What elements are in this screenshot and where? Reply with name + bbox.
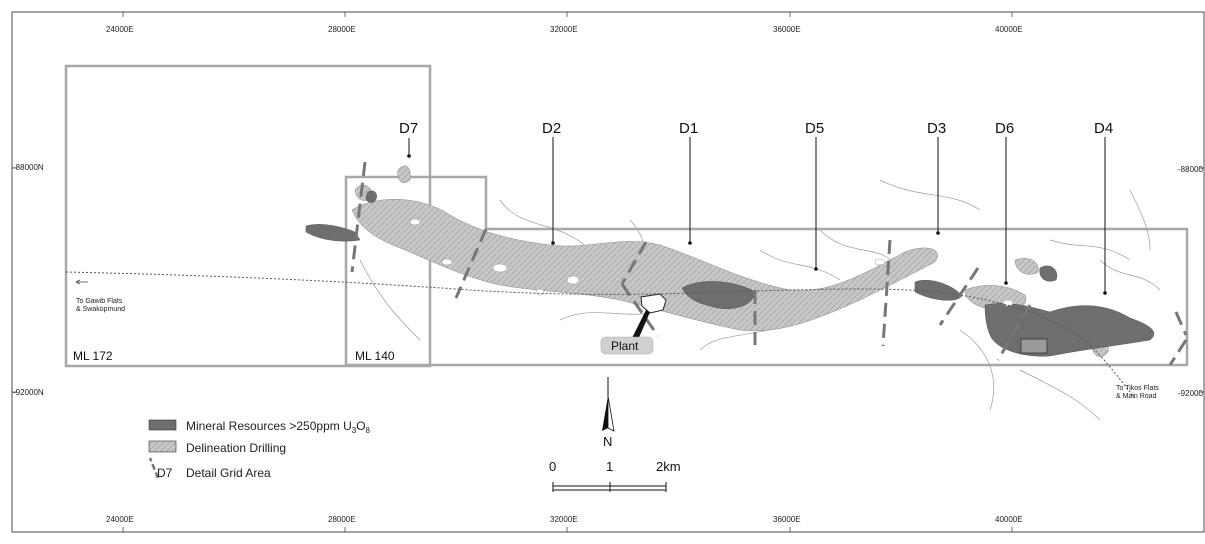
legend-label-delineation: Delineation Drilling — [186, 441, 286, 455]
legend-dash-icon — [148, 457, 160, 479]
northing-label-right: -88000 — [1178, 165, 1203, 174]
road-label-east: To Tikos Flats — [1116, 385, 1159, 392]
easting-label-top: 32000E — [550, 25, 578, 34]
road-label-west: To Gawib Flats — [76, 298, 123, 305]
deposit-label-d2: D2 — [542, 120, 561, 137]
easting-label-bottom: 28000E — [328, 515, 356, 524]
grid-ticks — [12, 12, 1204, 532]
easting-label-bottom: 36000E — [773, 515, 801, 524]
deposit-label-d1: D1 — [679, 120, 698, 137]
scale-label-end: 2km — [656, 459, 681, 474]
easting-label-bottom: 40000E — [995, 515, 1023, 524]
legend-label-mineral: Mineral Resources >250ppm U3O8 — [186, 419, 371, 435]
deposit-label-d3: D3 — [927, 120, 946, 137]
road-label-east: & Main Road — [1116, 393, 1157, 400]
licence-label-ml172: ML 172 — [73, 349, 113, 363]
scale-bar — [552, 482, 667, 492]
deposit-label-d6: D6 — [995, 120, 1014, 137]
road-label-west: & Swakopmund — [76, 306, 125, 313]
easting-label-top: 40000E — [995, 25, 1023, 34]
map-frame — [11, 11, 1205, 533]
easting-label-top: 24000E — [106, 25, 134, 34]
plant-label: Plant — [611, 339, 639, 353]
legend-detail-code: D7 — [157, 466, 173, 480]
deposit-label-d7: D7 — [399, 120, 418, 137]
north-arrow-icon — [602, 377, 615, 432]
barren-pods — [409, 218, 1014, 307]
licence-label-ml140: ML 140 — [355, 349, 395, 363]
detail-box — [1020, 338, 1048, 354]
plant-outline — [640, 293, 667, 314]
legend: Mineral Resources >250ppm U3O8 Delineati… — [148, 419, 371, 480]
northing-label-left: -88000N — [13, 163, 44, 172]
ml140-boundary — [344, 175, 1189, 367]
north-label: N — [603, 434, 612, 449]
deposit-label-d4: D4 — [1094, 120, 1113, 137]
deposit-dots — [407, 154, 1107, 295]
legend-swatch-delineation — [148, 440, 177, 453]
easting-label-bottom: 24000E — [106, 515, 134, 524]
access-road — [65, 271, 1136, 399]
scale-label-mid: 1 — [606, 459, 613, 474]
detail-grid-lines — [350, 161, 1188, 366]
easting-label-top: 36000E — [773, 25, 801, 34]
northing-label-left: -92000N — [13, 388, 44, 397]
plant-pointer — [632, 310, 650, 340]
plant-badge — [600, 336, 654, 355]
easting-label-top: 28000E — [328, 25, 356, 34]
road-arrow-icon — [75, 279, 88, 285]
deposit-label-d5: D5 — [805, 120, 824, 137]
scale-label-zero: 0 — [549, 459, 556, 474]
deposit-leaders — [408, 137, 1106, 292]
legend-label-detail: Detail Grid Area — [186, 466, 271, 480]
legend-swatch-mineral — [148, 419, 177, 431]
easting-label-bottom: 32000E — [550, 515, 578, 524]
northing-label-right: -92000 — [1178, 389, 1203, 398]
